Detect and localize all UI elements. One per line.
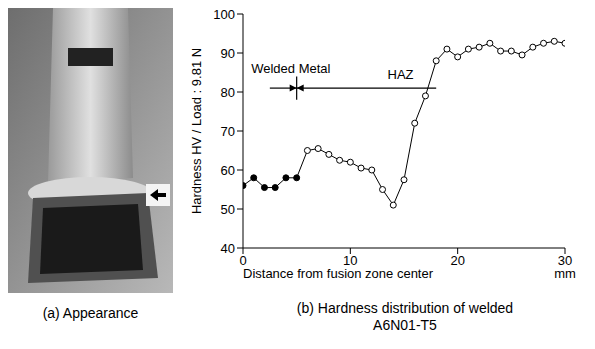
svg-text:20: 20	[450, 253, 464, 268]
svg-text:70: 70	[221, 124, 235, 139]
svg-text:mm: mm	[554, 266, 576, 281]
svg-text:50: 50	[221, 202, 235, 217]
svg-text:40: 40	[221, 241, 235, 256]
svg-text:90: 90	[221, 46, 235, 61]
svg-text:HAZ: HAZ	[388, 67, 414, 82]
html-text:(a) Appearance: (a) Appearance	[42, 305, 139, 321]
svg-text:30: 30	[558, 253, 572, 268]
svg-text:0: 0	[239, 253, 246, 268]
svg-text:Distance from fusion zone cent: Distance from fusion zone center	[243, 266, 434, 281]
svg-text:Hardness HV / Load : 9.81 N: Hardness HV / Load : 9.81 N	[189, 48, 204, 214]
svg-text:10: 10	[343, 253, 357, 268]
svg-text:80: 80	[221, 85, 235, 100]
html-text:(b) Hardness distribution of w: (b) Hardness distribution of welded A6N0…	[296, 300, 514, 333]
svg-text:Welded Metal: Welded Metal	[251, 61, 330, 76]
svg-text:60: 60	[221, 163, 235, 178]
svg-text:100: 100	[213, 7, 235, 22]
